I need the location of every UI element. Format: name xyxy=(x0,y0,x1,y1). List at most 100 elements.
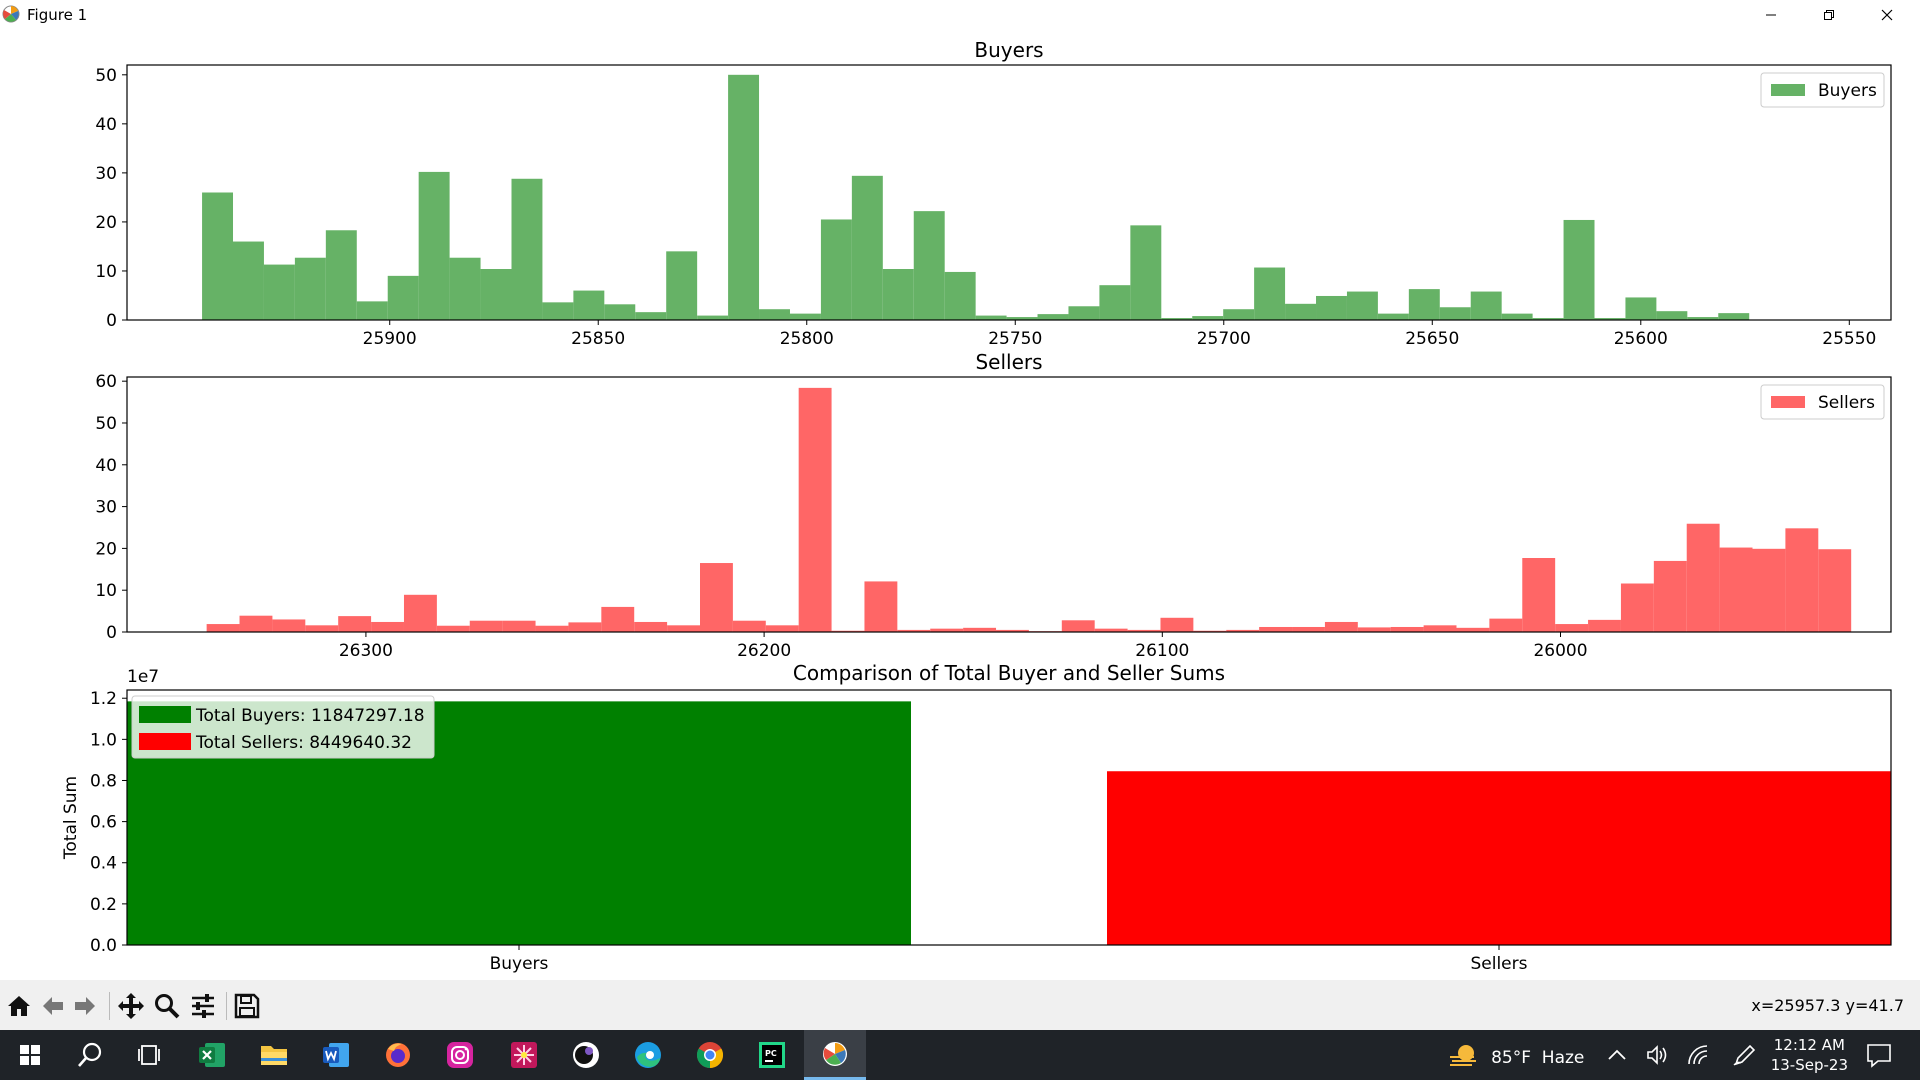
forward-button[interactable] xyxy=(70,992,100,1020)
axes-frame xyxy=(126,64,1892,321)
search-button[interactable] xyxy=(60,1030,120,1080)
pan-button[interactable] xyxy=(116,992,146,1020)
legend-label: Total Buyers: 11847297.18 xyxy=(195,706,425,726)
x-tick-label: 26000 xyxy=(1533,641,1587,661)
y-tick-label: 10 xyxy=(95,581,117,601)
y-tick-label: 1.0 xyxy=(90,730,117,750)
histogram-bar xyxy=(502,620,536,632)
histogram-bar xyxy=(759,309,790,320)
histogram-bar xyxy=(535,625,569,632)
speaker-icon xyxy=(1647,1045,1667,1065)
histogram-bar xyxy=(1037,314,1069,320)
edge-taskbar-button[interactable] xyxy=(618,1030,678,1080)
histogram-bar xyxy=(1193,630,1227,632)
histogram-bar xyxy=(1254,267,1286,320)
word-taskbar-button[interactable] xyxy=(306,1030,366,1080)
weather-widget[interactable]: 85°F Haze xyxy=(1448,1043,1584,1069)
pycharm-taskbar-button[interactable]: PC xyxy=(742,1030,802,1080)
pen-button[interactable] xyxy=(1732,1044,1756,1070)
y-tick-label: 0 xyxy=(106,623,117,643)
matplotlib-taskbar-button[interactable] xyxy=(804,1030,866,1080)
task-view-icon xyxy=(138,1045,160,1065)
histogram-bar xyxy=(1423,625,1457,632)
weather-text: 85°F Haze xyxy=(1491,1047,1585,1068)
file-explorer-taskbar-button[interactable] xyxy=(244,1030,304,1080)
davinci-app-taskbar-button[interactable] xyxy=(556,1030,616,1080)
histogram-bar xyxy=(697,315,729,320)
task-view-button[interactable] xyxy=(120,1030,180,1080)
histogram-bar xyxy=(1653,560,1687,632)
save-button[interactable] xyxy=(232,992,262,1020)
chrome-taskbar-button[interactable] xyxy=(680,1030,740,1080)
zoom-button[interactable] xyxy=(152,992,182,1020)
figure-svg[interactable]: 25900 25850 25800 25750 25700 25650 25600 25550… xyxy=(0,30,1920,980)
instagram-taskbar-button[interactable] xyxy=(430,1030,490,1080)
histogram-bar xyxy=(1223,309,1255,320)
histogram-bar xyxy=(1160,617,1194,632)
histogram-bar xyxy=(356,301,388,320)
home-icon xyxy=(8,996,30,1016)
firefox-taskbar-button[interactable] xyxy=(368,1030,428,1080)
histogram-bars xyxy=(206,387,1852,632)
network-button[interactable] xyxy=(1686,1044,1710,1070)
histogram-bar xyxy=(1292,626,1325,632)
histogram-bar xyxy=(930,628,964,632)
histogram-bar xyxy=(239,615,273,632)
wifi-icon xyxy=(1688,1045,1708,1065)
flower-app-taskbar-button[interactable] xyxy=(494,1030,554,1080)
histogram-bar xyxy=(1099,285,1131,320)
histogram-bar xyxy=(882,269,914,320)
axes-frame xyxy=(126,376,1892,633)
histogram-bar xyxy=(1346,291,1378,320)
start-button[interactable] xyxy=(0,1030,60,1080)
histogram-bar xyxy=(1161,318,1193,320)
histogram-bar xyxy=(1006,317,1038,320)
home-button[interactable] xyxy=(4,992,34,1020)
histogram-bar xyxy=(418,171,450,320)
back-button[interactable] xyxy=(38,992,68,1020)
toolbar-divider xyxy=(109,992,110,1020)
y-tick-label: 40 xyxy=(95,115,117,135)
close-button[interactable] xyxy=(1858,0,1916,30)
figure-canvas[interactable]: 25900 25850 25800 25750 25700 25650 25600 25550… xyxy=(0,30,1920,980)
legend-swatch xyxy=(1771,396,1805,408)
histogram-bar xyxy=(1390,626,1424,632)
histogram-bar xyxy=(1470,291,1502,320)
histogram-bar xyxy=(294,257,326,320)
excel-taskbar-button[interactable] xyxy=(182,1030,242,1080)
total-bar xyxy=(1107,771,1891,945)
histogram-bar xyxy=(573,290,605,320)
histogram-bar xyxy=(403,594,437,632)
histogram-bar xyxy=(1226,629,1260,632)
y-tick-label: 30 xyxy=(95,498,117,518)
y-tick-label: 0.2 xyxy=(90,895,117,915)
notifications-button[interactable] xyxy=(1866,1042,1892,1072)
histogram-bar xyxy=(1127,629,1161,632)
clock[interactable]: 12:12 AM 13-Sep-23 xyxy=(1771,1035,1848,1075)
show-hidden-icons-button[interactable] xyxy=(1606,1044,1628,1070)
x-tick-label: 26100 xyxy=(1135,641,1189,661)
configure-subplots-button[interactable] xyxy=(188,992,218,1020)
arrow-left-icon xyxy=(43,997,63,1015)
volume-button[interactable] xyxy=(1646,1044,1670,1070)
histogram-bar xyxy=(1620,583,1654,632)
x-tick-label: 25900 xyxy=(363,329,417,349)
histogram-bar xyxy=(1532,318,1564,320)
histogram-bar xyxy=(728,74,760,320)
histogram-bar xyxy=(387,275,419,320)
histogram-bar xyxy=(469,620,503,632)
histogram-bar xyxy=(798,387,832,632)
histogram-bar xyxy=(635,312,667,320)
window-title: Figure 1 xyxy=(27,6,88,24)
folder-icon xyxy=(261,1046,287,1065)
restore-button[interactable] xyxy=(1800,0,1858,30)
pen-icon xyxy=(1733,1044,1756,1066)
minimize-button[interactable] xyxy=(1742,0,1800,30)
y-tick-label: 0.4 xyxy=(90,854,117,874)
y-axis-label: Total Sum xyxy=(61,776,81,860)
histogram-bar xyxy=(601,606,635,632)
clock-date: 13-Sep-23 xyxy=(1770,1056,1848,1074)
histogram-bar xyxy=(975,315,1007,320)
matplotlib-icon xyxy=(823,1041,847,1066)
histogram-bars xyxy=(202,74,1750,320)
